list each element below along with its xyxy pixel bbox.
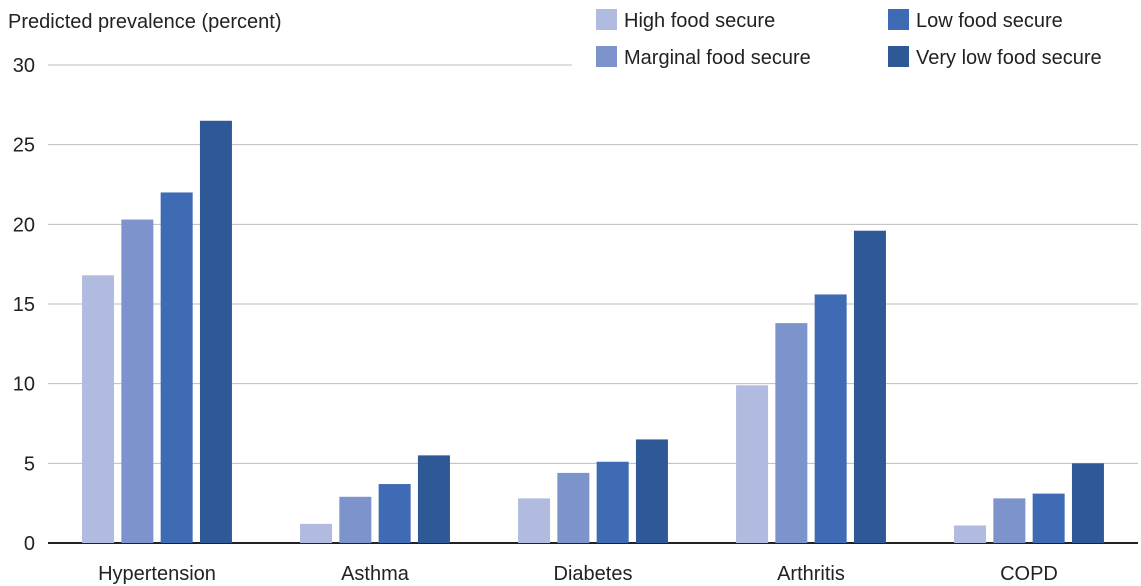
bar-diabetes-3 — [635, 439, 668, 543]
y-axis-label: Predicted prevalence (percent) — [8, 11, 281, 33]
bar-hypertension-2 — [160, 192, 193, 543]
x-tick-labels: Hypertension Asthma Diabetes Arthritis COPD — [98, 563, 1058, 585]
legend-swatch — [596, 9, 617, 30]
bar-asthma-2 — [378, 484, 411, 543]
y-tick-label: 0 — [24, 533, 35, 555]
bar-diabetes-1 — [557, 472, 590, 543]
legend-label: Very low food secure — [916, 47, 1102, 69]
bar-copd-2 — [1032, 493, 1065, 543]
y-tick-labels: 0 5 10 15 20 25 30 — [13, 55, 35, 555]
bar-arthritis-1 — [775, 323, 808, 543]
bar-arthritis-0 — [736, 385, 769, 543]
x-tick-label: Hypertension — [98, 563, 216, 585]
x-tick-label: Asthma — [341, 563, 410, 585]
legend: High food secure Marginal food secure Low … — [596, 9, 1102, 69]
bar-arthritis-3 — [853, 230, 886, 543]
x-tick-label: Diabetes — [554, 563, 633, 585]
y-tick-label: 5 — [24, 453, 35, 475]
y-tick-label: 10 — [13, 374, 35, 396]
x-tick-label: Arthritis — [777, 563, 845, 585]
bar-asthma-3 — [417, 455, 450, 543]
bar-hypertension-1 — [121, 219, 154, 543]
legend-swatch — [888, 9, 909, 30]
legend-swatch — [888, 46, 909, 67]
bar-hypertension-0 — [82, 275, 115, 543]
y-tick-label: 25 — [13, 135, 35, 157]
y-tick-label: 15 — [13, 294, 35, 316]
bar-copd-3 — [1071, 463, 1104, 543]
x-tick-label: COPD — [1000, 563, 1058, 585]
bar-arthritis-2 — [814, 294, 847, 543]
bar-asthma-0 — [300, 523, 333, 543]
legend-label: Marginal food secure — [624, 47, 811, 69]
bar-hypertension-3 — [199, 120, 232, 544]
bar-copd-1 — [993, 498, 1026, 543]
bars — [82, 120, 1104, 544]
bar-copd-0 — [954, 525, 987, 543]
y-tick-label: 20 — [13, 214, 35, 236]
legend-label: High food secure — [624, 10, 775, 32]
bar-diabetes-0 — [518, 498, 551, 543]
bar-asthma-1 — [339, 496, 372, 543]
legend-swatch — [596, 46, 617, 67]
bar-diabetes-2 — [596, 461, 629, 543]
legend-label: Low food secure — [916, 10, 1063, 32]
y-tick-label: 30 — [13, 55, 35, 77]
